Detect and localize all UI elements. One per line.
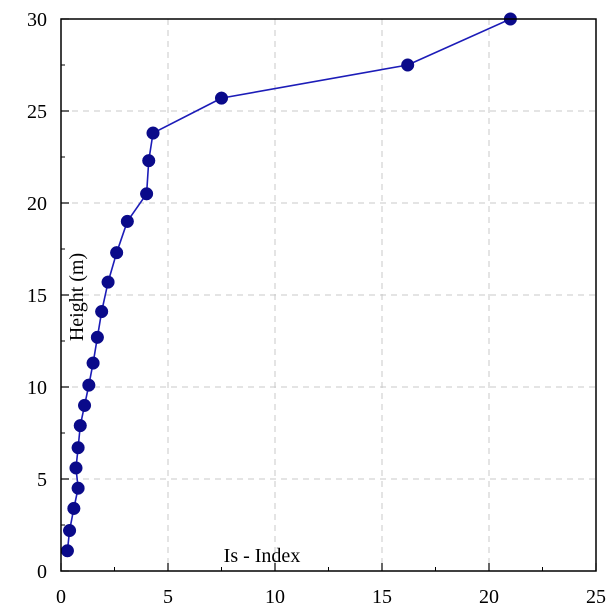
data-point xyxy=(101,275,115,289)
data-point xyxy=(142,154,156,168)
x-tick-label: 10 xyxy=(265,586,285,608)
y-tick-label: 25 xyxy=(27,101,47,123)
y-axis-title: Height (m) xyxy=(66,253,88,341)
plot-area-frame xyxy=(60,18,597,572)
tick-labels: 0 5 10 15 20 25 0 5 10 15 20 25 30 xyxy=(27,9,606,608)
series-layer xyxy=(60,12,517,558)
y-tick-label: 30 xyxy=(27,9,47,31)
data-point xyxy=(401,58,415,72)
data-point xyxy=(71,441,85,455)
y-tick-label: 15 xyxy=(27,285,47,307)
data-point xyxy=(214,91,229,105)
x-tick-label: 5 xyxy=(163,586,173,608)
data-point xyxy=(110,246,124,260)
data-point xyxy=(140,187,154,201)
data-point xyxy=(63,523,77,538)
data-point xyxy=(71,481,85,495)
x-tick-label: 15 xyxy=(372,586,392,608)
data-point xyxy=(60,544,74,558)
grid xyxy=(61,19,596,571)
y-tick-label: 20 xyxy=(27,193,47,215)
data-point xyxy=(73,419,87,433)
data-point xyxy=(95,305,109,319)
x-axis-title: Is - Index xyxy=(224,545,301,567)
data-point xyxy=(69,461,83,475)
x-tick-label: 25 xyxy=(586,586,606,608)
y-tick-label: 0 xyxy=(37,561,47,583)
data-point xyxy=(90,330,104,344)
x-tick-label: 0 xyxy=(56,586,66,608)
data-point xyxy=(86,356,100,370)
y-tick-label: 5 xyxy=(37,469,47,491)
data-point xyxy=(146,126,160,140)
data-point xyxy=(82,378,96,392)
data-point xyxy=(77,398,92,412)
x-tick-label: 20 xyxy=(479,586,499,608)
tick-marks xyxy=(60,18,597,572)
y-tick-label: 10 xyxy=(27,377,47,399)
data-point xyxy=(67,501,81,515)
data-point xyxy=(120,214,134,228)
